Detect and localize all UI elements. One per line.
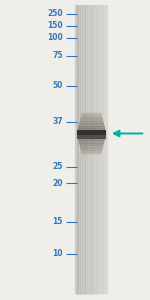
Bar <box>81 116 102 119</box>
Bar <box>78 138 105 141</box>
Bar <box>80 4 82 294</box>
Bar <box>79 140 104 143</box>
Text: 25: 25 <box>53 162 63 171</box>
Bar <box>78 136 105 139</box>
Text: 150: 150 <box>47 21 63 30</box>
Bar <box>77 133 106 135</box>
Bar <box>78 140 105 142</box>
Bar <box>77 134 106 136</box>
Bar <box>80 146 103 148</box>
Bar <box>78 138 105 140</box>
Bar <box>81 149 102 152</box>
Bar <box>77 4 78 294</box>
Bar <box>81 152 102 154</box>
Bar <box>81 113 102 116</box>
Bar <box>79 142 104 145</box>
Bar <box>79 121 104 124</box>
Text: 10: 10 <box>52 249 63 258</box>
Bar <box>82 112 101 114</box>
Bar <box>84 4 85 294</box>
Bar <box>78 125 105 128</box>
Bar <box>80 120 103 122</box>
Bar <box>80 121 103 123</box>
Bar <box>80 146 103 148</box>
Bar <box>96 4 98 294</box>
Bar <box>79 143 104 146</box>
Bar <box>91 4 92 294</box>
Text: 20: 20 <box>52 178 63 188</box>
Bar <box>80 144 103 146</box>
Bar <box>81 113 102 115</box>
Bar <box>80 145 103 147</box>
Bar <box>77 129 106 131</box>
Bar <box>81 115 102 117</box>
Bar <box>78 139 105 142</box>
Bar <box>79 122 104 124</box>
Bar <box>77 132 106 134</box>
Bar <box>89 4 91 294</box>
Bar <box>77 134 106 136</box>
Bar <box>80 148 103 150</box>
Bar <box>81 150 102 152</box>
Bar <box>77 131 106 134</box>
Bar <box>77 136 106 138</box>
Bar <box>94 4 96 294</box>
Bar <box>79 141 104 144</box>
Bar <box>105 4 106 294</box>
Bar <box>79 124 104 127</box>
Bar <box>79 123 104 126</box>
Bar <box>92 4 94 294</box>
Bar <box>78 128 105 130</box>
Bar <box>77 136 105 139</box>
Bar <box>81 114 102 116</box>
Bar <box>80 118 103 121</box>
Bar <box>78 125 105 127</box>
Bar <box>78 127 105 129</box>
Bar <box>98 4 99 294</box>
Bar <box>82 153 101 155</box>
Bar <box>80 117 103 119</box>
Bar <box>80 119 103 122</box>
Bar <box>101 4 103 294</box>
Bar <box>79 142 104 144</box>
Bar <box>82 4 84 294</box>
Bar <box>81 151 102 154</box>
Bar <box>87 4 89 294</box>
Bar <box>81 148 102 151</box>
Text: 250: 250 <box>47 9 63 18</box>
Bar <box>77 135 106 137</box>
Bar <box>75 4 108 294</box>
Bar <box>78 137 105 139</box>
Text: 15: 15 <box>53 218 63 226</box>
Text: 100: 100 <box>47 33 63 42</box>
Bar <box>78 126 105 129</box>
Bar <box>85 4 87 294</box>
Bar <box>108 4 110 294</box>
Bar <box>81 116 102 118</box>
Text: 50: 50 <box>53 81 63 90</box>
Bar <box>77 130 106 135</box>
Bar <box>79 123 104 125</box>
Bar <box>99 4 101 294</box>
Bar <box>77 130 106 133</box>
Bar <box>80 147 103 149</box>
Text: 75: 75 <box>52 51 63 60</box>
Bar <box>81 151 102 153</box>
Bar <box>103 4 104 294</box>
Bar <box>78 4 80 294</box>
Bar <box>77 130 106 132</box>
Bar <box>78 128 105 131</box>
Bar <box>75 4 77 294</box>
Bar <box>106 4 108 294</box>
Text: 37: 37 <box>52 117 63 126</box>
Bar <box>80 118 103 120</box>
